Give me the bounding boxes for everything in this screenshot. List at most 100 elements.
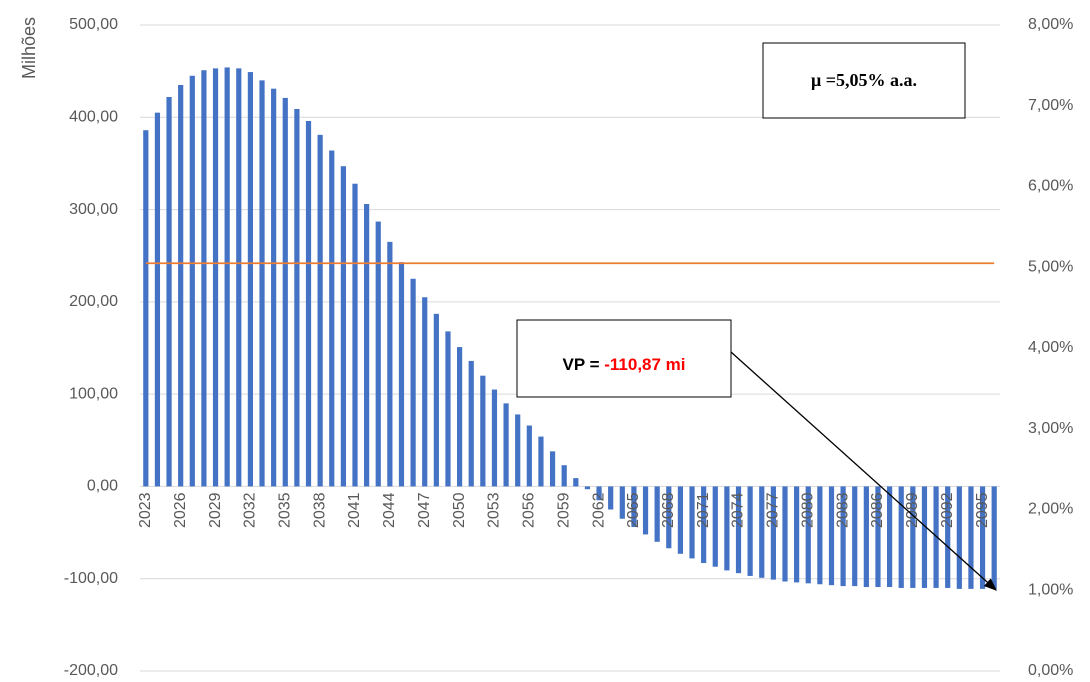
- bar: [561, 465, 567, 487]
- y-tick-label: 100,00: [69, 385, 118, 402]
- bar: [701, 486, 707, 564]
- bar: [863, 486, 869, 588]
- bar: [317, 134, 323, 487]
- bar: [735, 486, 742, 574]
- x-tick-label: 2071: [695, 492, 712, 528]
- x-tick-label: 2035: [276, 492, 293, 528]
- y2-tick-label: 8,00%: [1028, 16, 1073, 33]
- bar: [968, 486, 974, 589]
- x-tick-label: 2092: [939, 492, 956, 528]
- x-tick-label: 2029: [207, 492, 224, 528]
- bar: [782, 486, 788, 582]
- y-axis-title: Milhões: [19, 17, 39, 79]
- bar: [608, 486, 614, 510]
- y-tick-label: 200,00: [69, 293, 118, 310]
- x-tick-label: 2044: [381, 492, 398, 528]
- annotation-value: -110,87 mi: [604, 355, 685, 374]
- bar: [305, 120, 312, 487]
- bar: [654, 486, 660, 542]
- annotation-box: [762, 42, 966, 119]
- y-tick-label: 400,00: [69, 109, 118, 126]
- bar: [770, 486, 776, 580]
- bar: [596, 486, 602, 501]
- bar: [352, 183, 358, 487]
- x-tick-label: 2041: [346, 492, 363, 528]
- x-tick-label: 2056: [521, 492, 538, 528]
- bar: [747, 486, 753, 576]
- bar: [979, 486, 986, 589]
- bar: [247, 72, 254, 487]
- bar: [340, 166, 346, 487]
- y-tick-label: -100,00: [64, 570, 118, 587]
- x-tick-label: 2050: [451, 492, 468, 528]
- bar: [189, 75, 195, 487]
- y-tick-label: 500,00: [69, 16, 118, 33]
- bar: [294, 108, 300, 487]
- bar: [410, 278, 416, 487]
- bar: [549, 451, 556, 487]
- arrow: [730, 351, 997, 591]
- x-tick-label: 2026: [172, 492, 189, 528]
- annotation-label: VP =: [562, 355, 604, 374]
- bar: [933, 486, 939, 588]
- x-tick-label: 2065: [625, 492, 642, 528]
- bar: [956, 486, 962, 589]
- bar: [631, 486, 637, 528]
- bar: [364, 204, 370, 487]
- bar: [921, 486, 928, 588]
- y2-tick-label: 5,00%: [1028, 258, 1073, 275]
- x-tick-label: 2080: [799, 492, 816, 528]
- y2-tick-label: 7,00%: [1028, 97, 1073, 114]
- bar: [166, 96, 172, 487]
- bar: [794, 486, 800, 583]
- x-tick-label: 2095: [974, 492, 991, 528]
- x-tick-label: 2038: [311, 492, 328, 528]
- plot: -200,00 -100,00 0,00 100,00 200,00 300,00 400,…: [64, 16, 1074, 679]
- x-tick-label: 2023: [137, 492, 154, 528]
- bar: [236, 68, 242, 487]
- x-tick-label: 2083: [834, 492, 851, 528]
- annotation-box: [516, 319, 732, 398]
- bar: [840, 486, 846, 587]
- bar: [805, 486, 811, 584]
- bar: [619, 486, 625, 519]
- x-tick-label: 2059: [555, 492, 572, 528]
- bar: [991, 486, 997, 589]
- annotation: VP = -110,87 mi: [562, 355, 685, 374]
- bar: [584, 486, 591, 490]
- bar: [828, 486, 835, 586]
- bar: [886, 486, 893, 588]
- bar: [515, 414, 521, 487]
- bar: [945, 486, 951, 588]
- bar: [212, 68, 219, 487]
- bar: [387, 241, 393, 487]
- y2-tick-label: 2,00%: [1028, 501, 1073, 518]
- bar: [282, 97, 288, 487]
- bar: [491, 389, 498, 487]
- bar: [898, 486, 904, 588]
- bar: [201, 70, 207, 487]
- bar: [456, 347, 463, 487]
- bar: [642, 486, 649, 535]
- bar: [422, 297, 428, 487]
- bar: [666, 486, 672, 549]
- y2-tick-label: 3,00%: [1028, 420, 1073, 437]
- bar: [759, 486, 765, 578]
- y2-tick-label: 1,00%: [1028, 581, 1073, 598]
- x-tick-label: 2047: [416, 492, 433, 528]
- bar: [689, 486, 695, 559]
- bar: [224, 67, 230, 487]
- bar: [480, 375, 486, 487]
- x-tick-label: 2053: [486, 492, 503, 528]
- annotation: μ =5,05% a.a.: [811, 70, 917, 90]
- bar: [677, 486, 684, 554]
- x-tick-label: 2074: [730, 492, 747, 528]
- bar: [143, 130, 149, 487]
- bar: [538, 436, 544, 487]
- x-tick-label: 2068: [660, 492, 677, 528]
- bar: [712, 486, 718, 567]
- bar: [398, 262, 405, 487]
- bar: [875, 486, 881, 588]
- bar: [910, 486, 916, 588]
